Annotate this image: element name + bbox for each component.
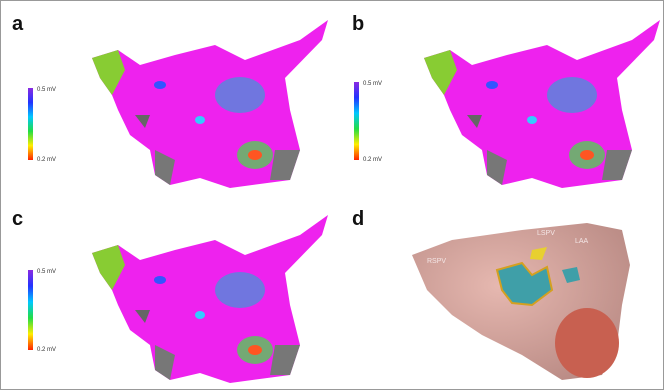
panel-label: b — [352, 13, 364, 35]
color-bar — [28, 88, 33, 160]
annotation: LAA — [575, 238, 589, 245]
scale-min: 0.2 mV — [37, 157, 56, 163]
scale-min: 0.2 mV — [37, 347, 56, 353]
scale-max: 0.5 mV — [37, 87, 56, 93]
figure: a 0.5 mV 0.2 mV b 0.5 mV 0.2 mV c 0.5 mV… — [0, 0, 664, 390]
color-bar — [354, 82, 359, 160]
annotation: RSPV — [427, 258, 446, 265]
scale-max: 0.5 mV — [37, 269, 56, 275]
annotation: LSPV — [537, 230, 555, 237]
color-bar — [28, 270, 33, 350]
panel-label: c — [12, 208, 23, 230]
valve — [555, 308, 619, 378]
scale-max: 0.5 mV — [363, 81, 382, 87]
panel-label: a — [12, 13, 24, 35]
scale-min: 0.2 mV — [363, 157, 382, 163]
panel-label: d — [352, 208, 364, 230]
